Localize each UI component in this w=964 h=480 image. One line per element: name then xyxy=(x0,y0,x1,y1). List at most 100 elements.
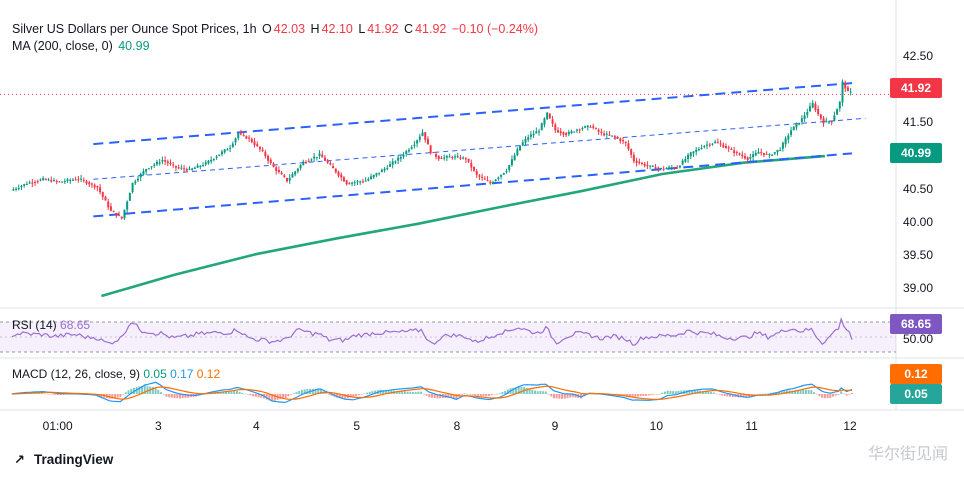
macd-histogram-bar xyxy=(658,394,661,395)
candle-body xyxy=(632,154,635,162)
candle-body xyxy=(394,161,397,163)
candle-body xyxy=(28,182,31,184)
macd-histogram-bar xyxy=(384,390,387,394)
candle-body xyxy=(326,160,329,163)
tradingview-brand[interactable]: ↗ TradingView xyxy=(14,452,113,468)
candle-body xyxy=(139,173,142,178)
macd-histogram-bar xyxy=(151,386,154,394)
macd-histogram-bar xyxy=(563,394,566,399)
candle-body xyxy=(754,152,757,156)
macd-histogram-bar xyxy=(260,394,263,398)
candle-body xyxy=(378,172,381,174)
macd-histogram-bar xyxy=(290,394,293,395)
macd-histogram-bar xyxy=(761,393,764,395)
channel-overlays xyxy=(93,82,866,298)
candle-body xyxy=(681,160,684,165)
candle-body xyxy=(771,154,774,156)
candle-body xyxy=(134,181,137,184)
candle-body xyxy=(145,169,148,172)
macd-histogram-bar xyxy=(566,394,569,399)
macd-histogram-bar xyxy=(130,388,133,394)
macd-histogram-bar xyxy=(241,392,244,394)
macd-histogram-bar xyxy=(59,394,62,395)
candle-body xyxy=(17,188,20,190)
candle-body xyxy=(286,177,289,182)
macd-histogram-bar xyxy=(227,391,230,394)
macd-histogram-bar xyxy=(54,394,57,395)
macd-histogram-bar xyxy=(439,394,442,399)
macd-histogram-bar xyxy=(328,394,331,395)
candle-body xyxy=(137,178,139,181)
macd-histogram-bar xyxy=(265,394,268,400)
candle-body xyxy=(811,103,814,108)
candle-body xyxy=(719,143,722,145)
macd-histogram-bar xyxy=(187,394,190,398)
candle-body xyxy=(153,164,156,166)
macd-histogram-bar xyxy=(832,394,835,397)
candle-body xyxy=(803,115,806,119)
candle-body xyxy=(55,181,58,183)
candle-body xyxy=(584,126,587,128)
candle-body xyxy=(20,185,23,187)
macd-histogram-bar xyxy=(726,394,729,397)
macd-histogram-bar xyxy=(449,394,452,399)
x-tick-label: 11 xyxy=(745,419,758,433)
candle-body xyxy=(790,130,793,135)
candle-body xyxy=(738,153,741,155)
candle-body xyxy=(505,171,508,173)
candle-body xyxy=(166,161,169,164)
candle-body xyxy=(592,126,595,128)
macd-histogram-bar xyxy=(653,394,656,395)
macd-histogram-bar xyxy=(710,391,713,394)
candle-body xyxy=(389,164,391,167)
macd-histogram-bar xyxy=(826,394,829,399)
macd-histogram-bar xyxy=(815,394,818,395)
candle-body xyxy=(841,81,844,103)
candle-body xyxy=(101,192,104,197)
candle-body xyxy=(733,150,736,153)
macd-histogram-bar xyxy=(281,394,284,399)
rsi-level-label: 50.00 xyxy=(903,332,934,346)
candle-body xyxy=(264,152,267,157)
candle-body xyxy=(315,156,318,158)
low-value: 41.92 xyxy=(367,22,399,36)
candle-body xyxy=(486,180,489,182)
macd-histogram-bar xyxy=(363,393,366,395)
chart-title: Silver US Dollars per Ounce Spot Prices,… xyxy=(12,22,257,36)
candle-body xyxy=(657,167,660,169)
macd-histogram-bar xyxy=(455,394,458,399)
macd-hist-label: 0.12 xyxy=(890,364,942,384)
candle-body xyxy=(562,132,565,135)
candle-body xyxy=(267,155,270,161)
macd-histogram-bar xyxy=(639,394,642,397)
candle-body xyxy=(367,178,370,181)
macd-histogram-bar xyxy=(542,391,545,394)
macd-histogram-bar xyxy=(701,390,704,394)
macd-histogram-bar xyxy=(840,391,843,394)
candle-body xyxy=(334,168,337,173)
macd-histogram-bar xyxy=(341,394,344,399)
macd-histogram-bar xyxy=(330,394,333,396)
macd-histogram-bar xyxy=(65,394,68,395)
candle-body xyxy=(817,109,820,115)
candle-body xyxy=(196,165,199,168)
macd-histogram-bar xyxy=(626,394,629,397)
candle-body xyxy=(697,149,700,151)
candle-body xyxy=(229,147,232,149)
macd-histogram-bar xyxy=(46,393,49,395)
candle-body xyxy=(375,173,378,176)
macd-histogram-bar xyxy=(238,391,241,394)
macd-histogram-bar xyxy=(222,391,225,394)
candle-body xyxy=(611,135,614,137)
candle-body xyxy=(353,182,356,184)
candle-body xyxy=(524,138,527,143)
candle-body xyxy=(554,124,557,131)
candle-body xyxy=(668,167,671,169)
macd-histogram-bar xyxy=(723,394,726,397)
macd-histogram-bar xyxy=(406,391,409,394)
candle-body xyxy=(90,183,93,185)
macd-histogram-bar xyxy=(636,394,639,397)
candle-body xyxy=(600,131,603,133)
macd-histogram-bar xyxy=(539,390,542,394)
candle-body xyxy=(706,144,709,146)
